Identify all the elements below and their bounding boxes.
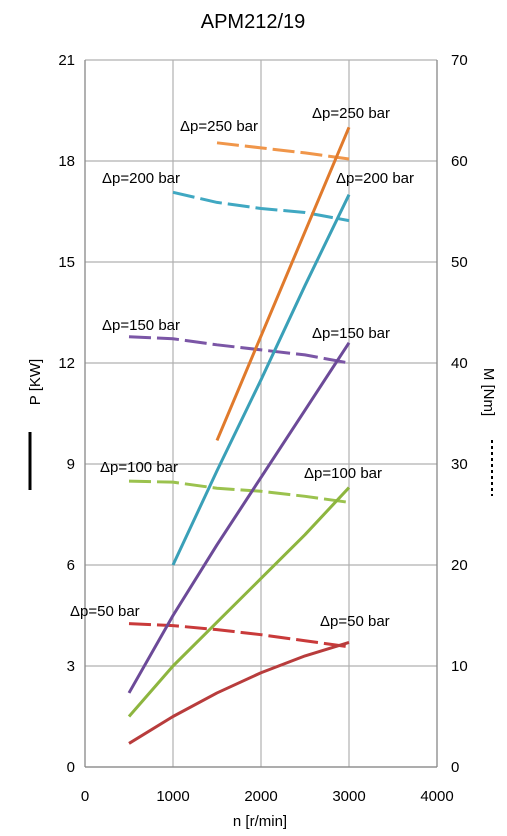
- torque-series-line: [216, 141, 350, 161]
- y-left-tick-label: 3: [67, 658, 75, 675]
- torque-series-label: Δp=200 bar: [102, 170, 180, 187]
- x-tick-label: 2000: [244, 788, 277, 805]
- power-series-line: [127, 341, 351, 694]
- power-series-label: Δp=200 bar: [336, 170, 414, 187]
- x-tick-label: 4000: [420, 788, 453, 805]
- x-tick-label: 1000: [156, 788, 189, 805]
- torque-series-line: [128, 622, 350, 649]
- power-series-line: [171, 194, 351, 566]
- y-left-axis-label: P [KW]: [27, 359, 44, 405]
- x-axis-label: n [r/min]: [233, 813, 287, 830]
- y-left-tick-label: 21: [58, 52, 75, 69]
- torque-series-line: [128, 335, 350, 365]
- x-tick-label: 0: [81, 788, 89, 805]
- power-series-line: [215, 126, 351, 442]
- y-left-tick-label: 6: [67, 557, 75, 574]
- y-right-tick-label: 70: [451, 52, 468, 69]
- power-series-line: [128, 640, 350, 745]
- power-series-label: Δp=250 bar: [312, 105, 390, 122]
- torque-series-line: [172, 190, 350, 223]
- y-right-tick-label: 0: [451, 759, 459, 776]
- axes: 0 1000 2000 3000 4000 0 3 6 9 12 15 18 21 0 10 20 30 40 50…: [58, 52, 467, 805]
- y-left-tick-label: 18: [58, 153, 75, 170]
- y-left-tick-label: 0: [67, 759, 75, 776]
- torque-series-label: Δp=50 bar: [70, 603, 140, 620]
- power-series-label: Δp=100 bar: [304, 465, 382, 482]
- y-right-tick-label: 20: [451, 557, 468, 574]
- y-right-tick-label: 30: [451, 456, 468, 473]
- x-tick-label: 3000: [332, 788, 365, 805]
- y-left-tick-label: 9: [67, 456, 75, 473]
- torque-series-label: Δp=100 bar: [100, 459, 178, 476]
- y-left-tick-label: 15: [58, 254, 75, 271]
- power-series-label: Δp=50 bar: [320, 613, 390, 630]
- torque-series-line: [128, 479, 350, 504]
- torque-series-group: [128, 141, 350, 649]
- power-series-group: [127, 126, 351, 745]
- torque-series-label: Δp=150 bar: [102, 317, 180, 334]
- torque-series-label: Δp=250 bar: [180, 118, 258, 135]
- grid: [84, 59, 438, 768]
- y-left-tick-label: 12: [58, 355, 75, 372]
- series-labels: Δp=50 bar Δp=100 bar Δp=150 bar Δp=200 bar Δ…: [70, 105, 414, 630]
- y-right-tick-label: 60: [451, 153, 468, 170]
- y-right-tick-label: 10: [451, 658, 468, 675]
- chart-title: APM212/19: [201, 11, 306, 33]
- y-right-tick-label: 50: [451, 254, 468, 271]
- power-series-label: Δp=150 bar: [312, 325, 390, 342]
- y-right-axis-label: M [Nm]: [480, 368, 497, 416]
- power-series-line: [127, 486, 351, 718]
- y-right-tick-label: 40: [451, 355, 468, 372]
